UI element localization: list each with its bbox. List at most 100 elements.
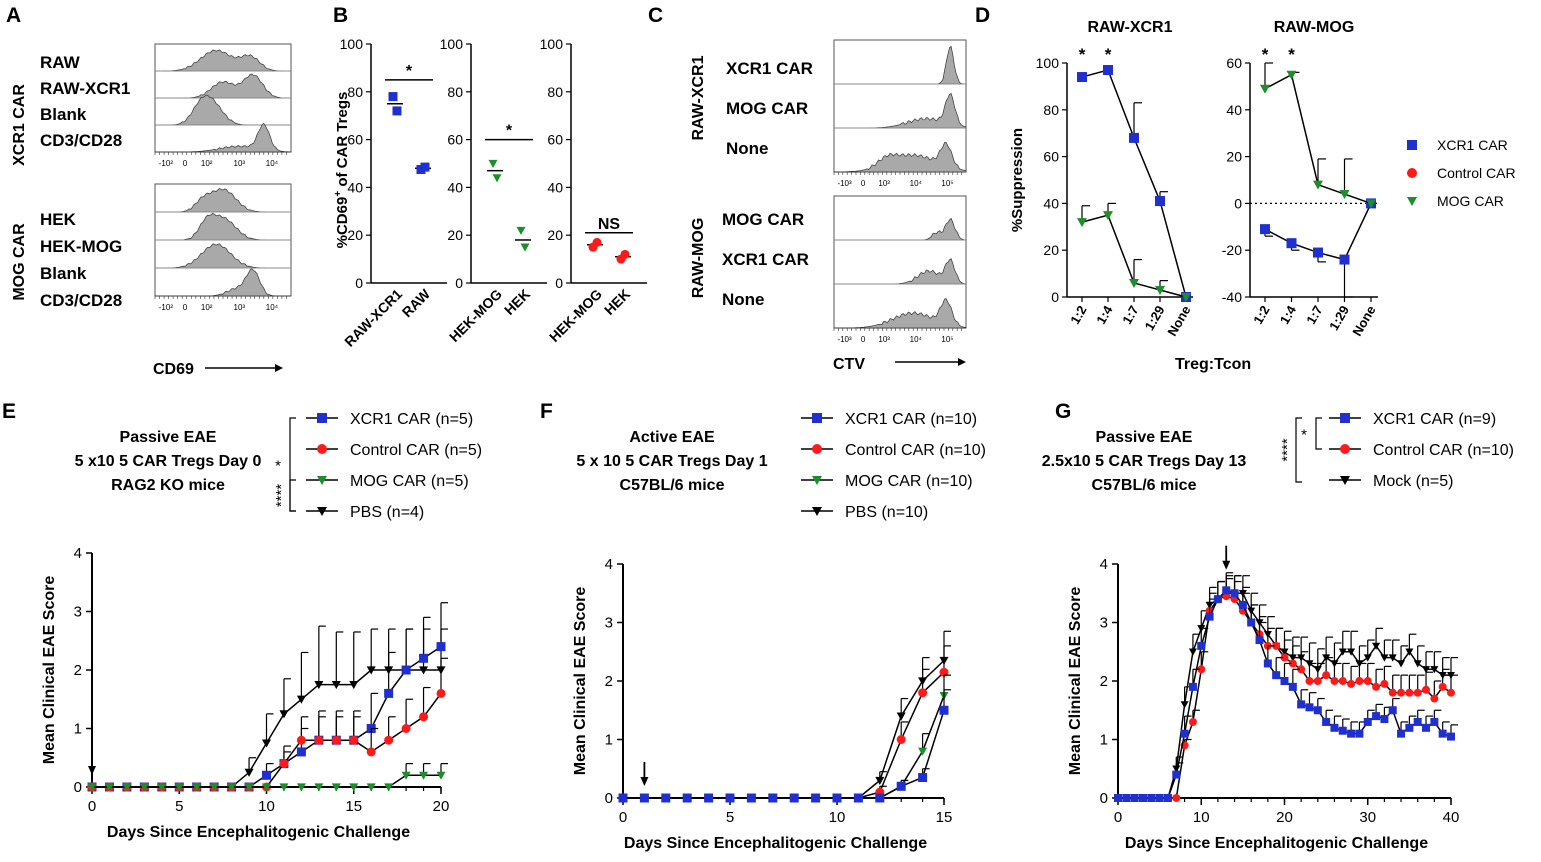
panel-g-point [1313,677,1322,685]
panel-e-treatment-arrowhead [88,766,96,775]
panel-e-point [401,724,411,733]
panel-d-y-tick-label: -40 [1222,289,1242,305]
panel-b-point [420,162,430,172]
panel-g-sig-bracket [1315,417,1322,450]
panel-g-legend-label: Mock (n=5) [1373,473,1453,490]
panel-a-row-label: CD3/CD28 [40,131,122,150]
panel-g-point [1380,654,1389,662]
panel-e-point [296,783,306,792]
panel-b-y-tick-label: 20 [347,227,363,243]
panel-f-treatment-arrowhead [640,777,649,786]
panel-e-title-line: RAG2 KO mice [111,477,225,494]
panel-g-point [1172,770,1181,779]
panel-c-bottom-histogram [834,217,967,241]
panel-g-point [1114,794,1122,802]
panel-a-bottom-histogram [155,187,291,213]
panel-e-y-tick-label: 4 [74,545,82,562]
panel-f-legend-label: PBS (n=10) [845,504,928,521]
panel-g-point [1430,717,1439,726]
panel-e-title-line: 5 x10 5 CAR Tregs Day 0 [75,453,262,470]
panel-letter-d: D [975,4,990,27]
panel-g-point [1363,717,1372,726]
panel-d-sig-label: * [1288,45,1295,64]
panel-a-top-tick-label: -10² [159,159,174,168]
panel-f-point [918,773,928,783]
panel-b-y-tick-label: 100 [540,36,564,52]
panel-f-point [639,793,649,803]
panel-b-x-label: RAW-XCR1 [341,286,405,350]
panel-c-bottom-tick-label: -10³ [837,335,852,344]
panel-d-y-tick-label: 0 [1234,195,1242,211]
panel-letter-b: B [333,4,348,27]
panel-d-point [1339,190,1350,200]
panel-b-y-tick-label: 60 [547,132,563,148]
panel-g-point [1188,682,1197,691]
panel-c-top-tick-label: 10⁵ [941,179,953,188]
panel-e-point [384,783,394,792]
panel-g-point [1222,586,1231,595]
panel-e-point [419,666,429,675]
panel-e-point [296,747,306,757]
panel-f-point [896,735,906,744]
panel-d-y-tick-label: -20 [1222,242,1242,258]
panel-a-row-label: RAW [40,53,81,72]
panel-g-legend-marker [1340,413,1350,423]
panel-g-legend-marker [1340,476,1350,485]
panel-e-point [227,783,237,792]
panel-g-point [1172,794,1181,802]
panel-g-point [1305,677,1314,685]
panel-g-point [1405,688,1414,697]
panel-g-point [1338,648,1347,656]
panel-f-y-tick-label: 2 [605,673,613,690]
panel-d-point [1339,254,1350,265]
panel-e-point [401,771,411,780]
panel-g-x-tick-label: 30 [1359,809,1376,826]
panel-e-sig-bracket [289,417,296,512]
panel-e-sig-label: * [275,458,281,475]
panel-letter-f: F [540,400,553,423]
panel-f-legend-label: Control CAR (n=10) [845,442,986,459]
panel-g-y-tick-label: 4 [1100,556,1108,573]
panel-b-sig-label: * [406,63,413,80]
panel-g-point [1188,648,1197,656]
panel-e-x-tick-label: 5 [175,798,183,815]
panel-e-point [279,759,289,769]
panel-b-x-label: RAW [399,285,434,320]
panel-e-legend-label: Control CAR (n=5) [350,442,482,459]
panel-a-bottom-tick-label: -10² [159,303,174,312]
panel-d-y-tick-label: 100 [1036,55,1060,71]
panel-g-point [1388,654,1397,662]
panel-f-point [746,793,756,803]
panel-g-point [1430,694,1439,703]
panel-b-y-tick-label: 60 [347,132,363,148]
panel-c-top-tick-label: -10³ [837,179,852,188]
panel-a-top-histogram [155,122,292,153]
panel-f-legend-label: XCR1 CAR (n=10) [845,411,977,428]
panel-e-y-tick-label: 1 [74,721,82,738]
panel-f-series-line [623,659,945,799]
panel-f-x-tick-label: 0 [619,809,627,826]
panel-c-group1-label: RAW-XCR1 [690,55,707,140]
panel-e-point [436,642,446,652]
panel-g-point [1347,648,1356,656]
panel-f-point [939,705,949,715]
panel-f-point [725,793,735,803]
panel-g-point [1372,682,1381,691]
panel-g-point [1422,666,1431,674]
panel-g-point [1180,701,1189,709]
panel-e-point [349,783,359,792]
panel-e-point [314,735,324,745]
panel-f-x-tick-label: 15 [936,809,953,826]
panel-e-point [331,783,341,792]
panel-g-point [1205,612,1214,621]
panel-e-legend-label: MOG CAR (n=5) [350,473,469,490]
panel-a-top-tick-label: 0 [183,159,188,168]
panel-g-point [1355,729,1364,738]
panel-g-point [1247,618,1256,627]
panel-d-y-tick-label: 80 [1043,102,1059,118]
panel-a-top-histogram [155,73,291,99]
panel-d-legend-marker [1407,140,1417,150]
panel-f-point [896,781,906,791]
panel-f-point [939,667,949,677]
panel-g-point [1305,703,1314,712]
